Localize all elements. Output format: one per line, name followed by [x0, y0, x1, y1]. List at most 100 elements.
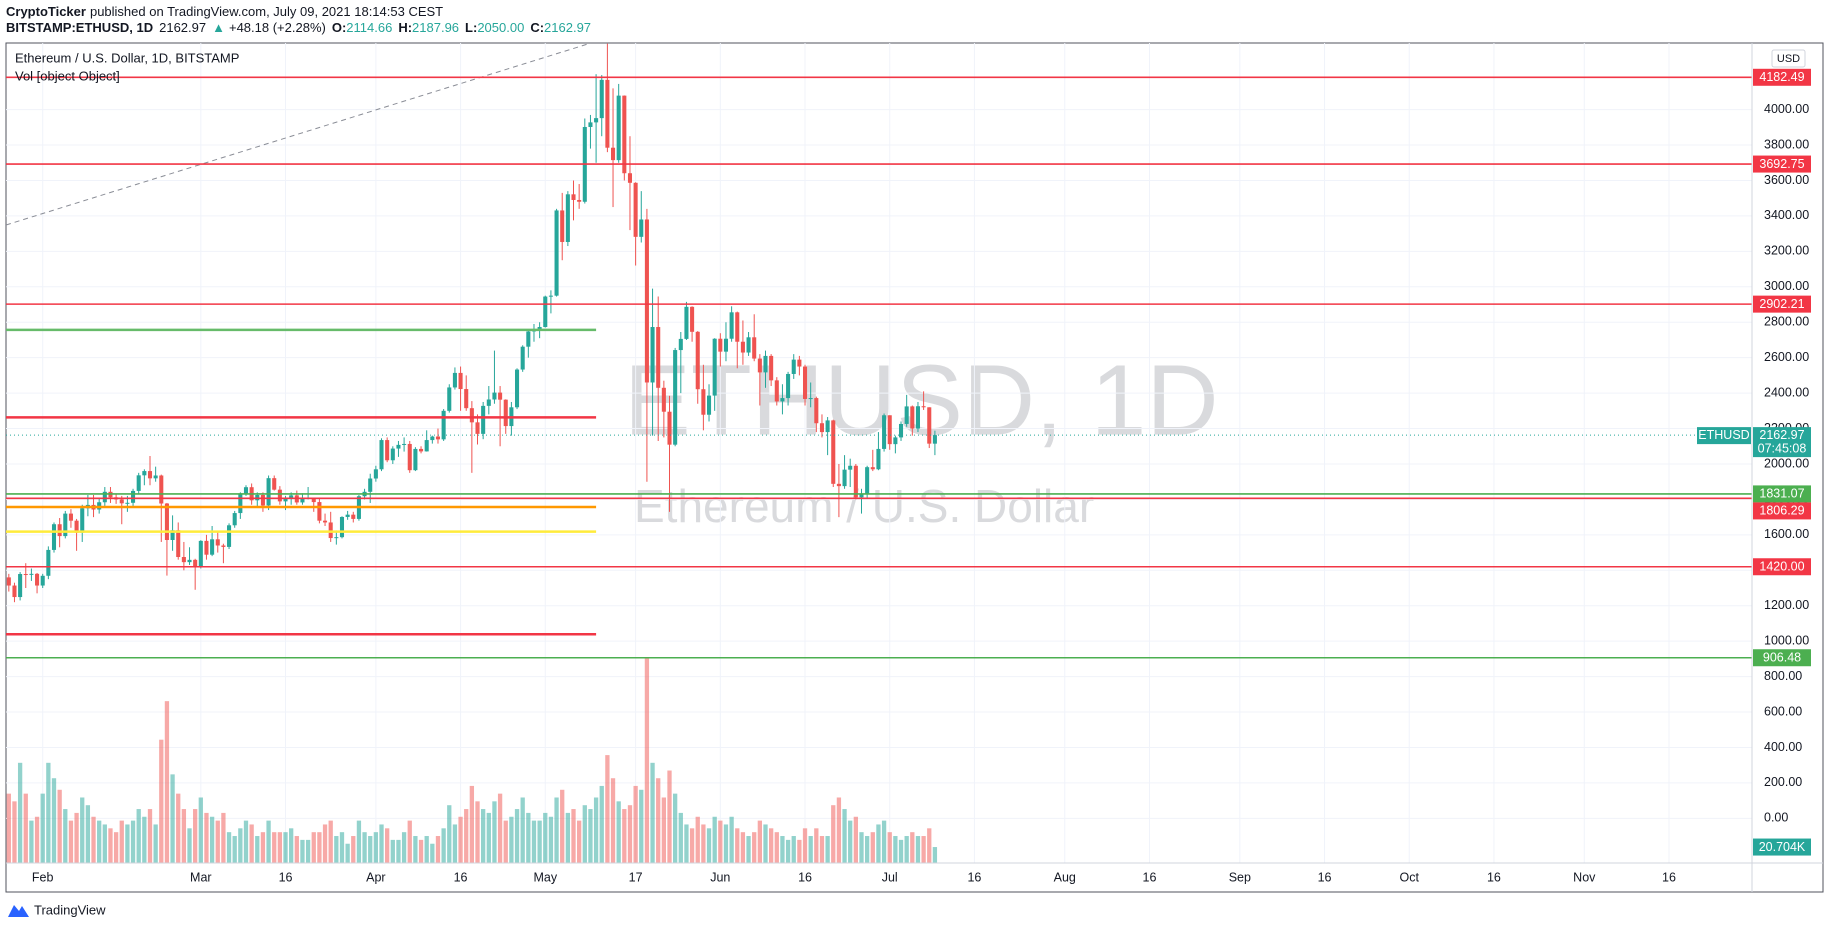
candle-body: [616, 95, 621, 161]
candle-body: [611, 147, 616, 161]
h-label: H:: [398, 20, 412, 35]
candle-body: [351, 514, 356, 519]
volume-bar: [458, 816, 463, 863]
candle-body: [661, 387, 666, 412]
volume-bar: [678, 812, 683, 863]
candle-body: [232, 513, 237, 526]
candle-body: [435, 436, 441, 440]
volume-bar: [164, 701, 170, 863]
indicator-legend: Vol [object Object]: [15, 68, 120, 83]
x-tick-label: May: [533, 870, 557, 884]
volume-bar: [622, 809, 627, 863]
volume-bar: [97, 820, 102, 863]
countdown: 07:45:08: [1758, 441, 1807, 455]
candle-body: [458, 372, 463, 390]
level-label-box: [1753, 649, 1811, 667]
candle-body: [486, 399, 491, 406]
volume-bar: [68, 820, 74, 863]
volume-bar: [159, 739, 164, 863]
volume-bar: [12, 801, 17, 863]
candle-body: [419, 448, 424, 452]
candle-body: [159, 475, 164, 504]
candle-body: [368, 478, 373, 492]
volume-bar: [289, 828, 294, 863]
y-tick-label: 2400.00: [1764, 385, 1809, 399]
volume-bar: [921, 836, 926, 863]
volume-bar: [627, 805, 633, 863]
volume-bar: [910, 832, 915, 863]
volume-bar: [130, 820, 136, 863]
candle-body: [300, 498, 305, 503]
watermark: ETHUSD, 1D: [624, 344, 1219, 456]
volume-bar: [785, 839, 791, 863]
volume-bar: [351, 836, 356, 863]
volume-bar: [142, 816, 147, 863]
x-tick-label: Feb: [32, 870, 54, 884]
x-tick-label: 16: [1143, 870, 1157, 884]
candle-body: [633, 182, 638, 237]
volume-bar: [752, 832, 757, 863]
level-label-box: [1753, 68, 1811, 86]
volume-bar: [345, 843, 350, 863]
volume-bar: [825, 836, 830, 863]
candle-body: [701, 389, 706, 415]
volume-bar: [497, 793, 503, 863]
symbol-box: [1697, 427, 1751, 445]
published: published on TradingView.com, July 09, 2…: [90, 4, 443, 19]
volume-bar: [853, 816, 858, 863]
candle-body: [627, 173, 633, 183]
level-label-box: [1753, 502, 1811, 520]
candle-body: [57, 524, 62, 537]
publish-info: CryptoTicker published on TradingView.com…: [6, 4, 443, 19]
volume-bar: [864, 836, 870, 863]
candle-body: [684, 306, 689, 339]
volume-bar: [441, 828, 446, 863]
candle-body: [396, 444, 401, 449]
candle-body: [6, 577, 11, 586]
candle-body: [729, 312, 734, 339]
candle-body: [904, 406, 909, 424]
candle-body: [605, 79, 610, 148]
y-tick-label: 1200.00: [1764, 598, 1809, 612]
candle-body: [74, 520, 79, 533]
candle-body: [819, 423, 824, 433]
candle-body: [893, 437, 898, 445]
x-tick-label: Oct: [1400, 870, 1420, 884]
volume-bar: [322, 824, 328, 863]
volume-bar: [791, 836, 796, 863]
candle-body: [193, 559, 198, 568]
candle-body: [68, 513, 73, 521]
candle-body: [667, 411, 672, 445]
candle-body: [46, 549, 51, 576]
symbol-info: BITSTAMP:ETHUSD, 1D 2162.97 ▲ +48.18 (+2.28…: [6, 20, 591, 35]
candle-body: [870, 467, 875, 470]
volume-bar: [57, 789, 62, 863]
candle-body: [328, 522, 333, 539]
volume-bar: [740, 832, 746, 863]
candle-body: [498, 392, 503, 400]
volume-bar: [136, 809, 141, 863]
x-tick-label: 16: [1318, 870, 1332, 884]
volume-bar: [283, 832, 288, 863]
volume-bar: [656, 778, 661, 863]
candle-body: [695, 331, 700, 390]
candle-body: [311, 497, 316, 503]
volume-bar: [808, 836, 813, 863]
volume-bar: [63, 809, 68, 863]
volume-bar: [684, 824, 689, 863]
candle-body: [277, 489, 282, 502]
volume-bar: [650, 762, 655, 863]
candle-body: [910, 406, 915, 429]
volume-bar: [475, 801, 480, 863]
candle-body: [187, 559, 192, 563]
volume-bar: [774, 832, 779, 863]
candle-body: [780, 398, 785, 402]
volume-bar: [334, 836, 339, 863]
x-tick-label: Apr: [366, 870, 385, 884]
l-label: L:: [465, 20, 477, 35]
volume-bar: [503, 820, 508, 863]
candle-body: [51, 524, 57, 550]
volume-bar: [368, 836, 373, 863]
change: +48.18 (+2.28%): [229, 20, 326, 35]
volume-bar: [74, 812, 79, 863]
